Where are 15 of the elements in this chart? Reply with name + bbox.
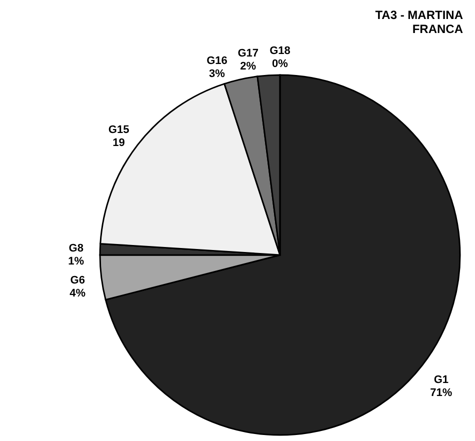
text: 0%: [272, 58, 288, 70]
data-label: 4%: [70, 288, 86, 300]
slice-label: G16: [206, 54, 228, 67]
category-label: G18: [270, 45, 290, 57]
slice-label: G1: [434, 374, 449, 386]
chart-title: TA3 - MARTINA FRANCA: [375, 8, 464, 36]
data-label: 3%: [209, 68, 226, 80]
slice-label: G6: [70, 274, 85, 287]
slice-label: G15: [108, 124, 130, 136]
slice-label: G17: [238, 48, 258, 60]
data-label: 71%: [430, 387, 452, 400]
data-label: 2%: [240, 60, 256, 73]
data-label: 19: [112, 136, 125, 149]
slice-label: G8: [68, 242, 84, 255]
data-label: 1%: [68, 256, 84, 268]
